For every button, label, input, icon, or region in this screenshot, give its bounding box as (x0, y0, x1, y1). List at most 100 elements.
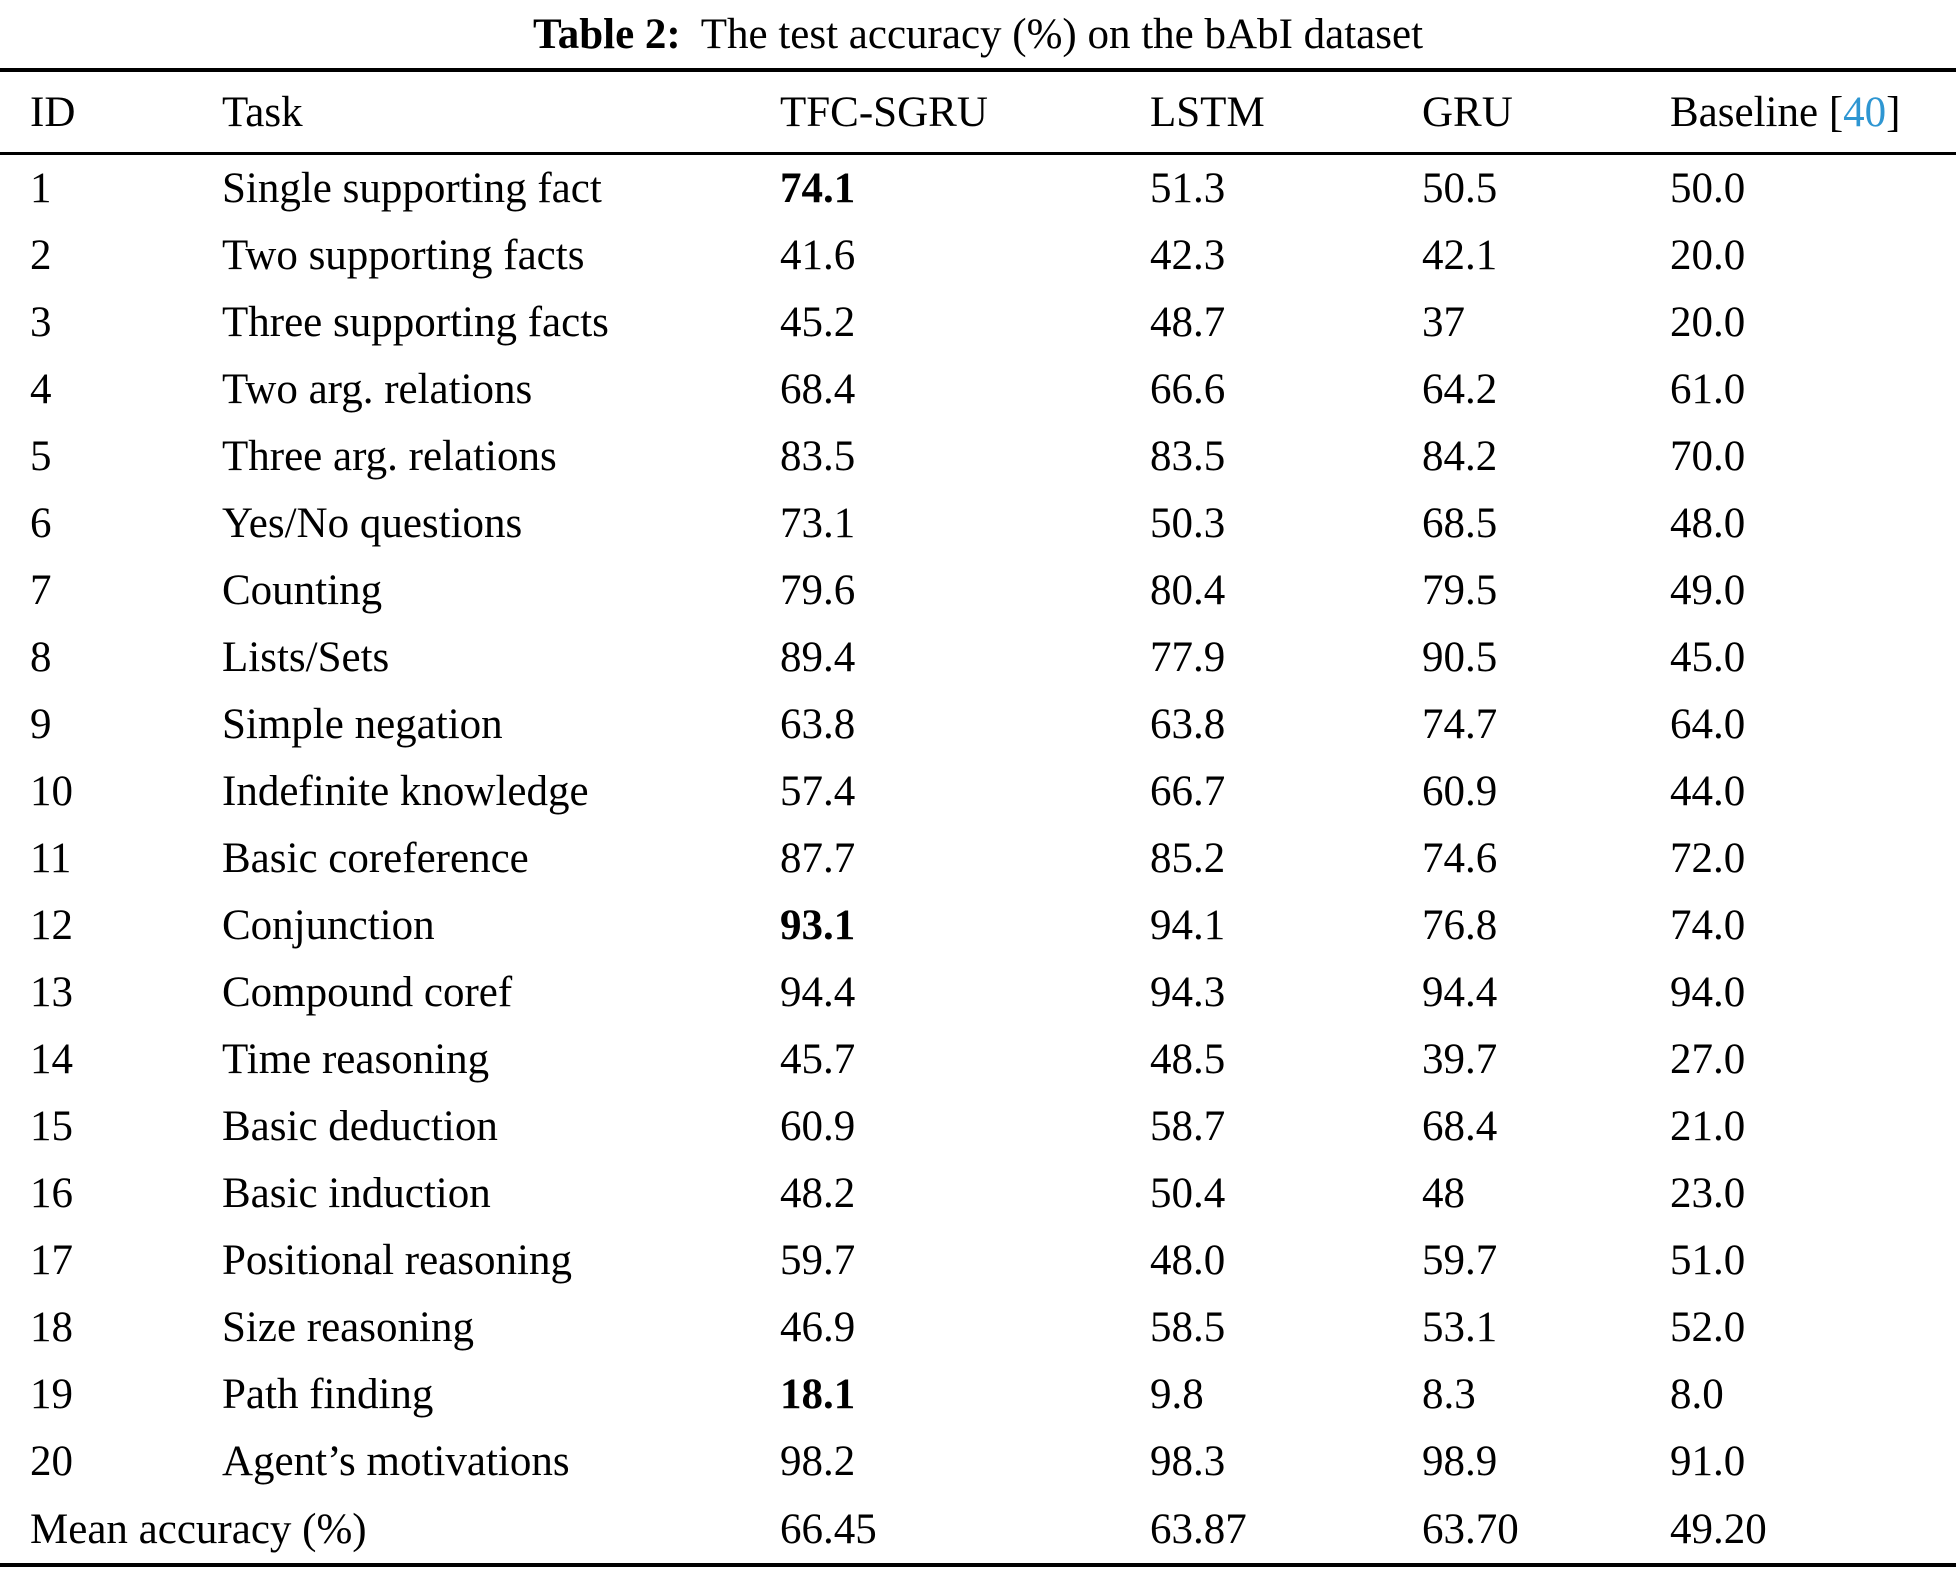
cell-id: 3 (30, 299, 52, 346)
cell-id: 7 (30, 567, 52, 614)
cell-lstm: 58.5 (1150, 1304, 1226, 1351)
cell-gru: 84.2 (1422, 433, 1498, 480)
cell-id: 9 (30, 701, 52, 748)
cell-gru: 48 (1422, 1170, 1465, 1217)
cell-id: 8 (30, 634, 52, 681)
cell-task: Single supporting fact (222, 165, 602, 212)
table-row: 15 Basic deduction 60.9 58.7 68.4 21.0 (0, 1093, 1956, 1160)
cell-id: 14 (30, 1036, 73, 1083)
mean-lstm: 63.87 (1150, 1505, 1247, 1553)
cell-id: 11 (30, 835, 72, 882)
table-row: 1 Single supporting fact 74.1 51.3 50.5 … (0, 154, 1956, 223)
table-row: 18 Size reasoning 46.9 58.5 53.1 52.0 (0, 1294, 1956, 1361)
cell-baseline: 64.0 (1670, 701, 1746, 748)
table-row: 6 Yes/No questions 73.1 50.3 68.5 48.0 (0, 490, 1956, 557)
table-row: 8 Lists/Sets 89.4 77.9 90.5 45.0 (0, 624, 1956, 691)
cell-baseline: 49.0 (1670, 567, 1746, 614)
cell-task: Indefinite knowledge (222, 768, 589, 815)
cell-tfc-sgru: 18.1 (780, 1371, 856, 1418)
cell-gru: 59.7 (1422, 1237, 1498, 1284)
table-row: 11 Basic coreference 87.7 85.2 74.6 72.0 (0, 825, 1956, 892)
cell-baseline: 27.0 (1670, 1036, 1746, 1083)
column-header-id: ID (0, 70, 192, 155)
cell-baseline: 70.0 (1670, 433, 1746, 480)
column-header-lstm: LSTM (1120, 70, 1392, 155)
cell-task: Basic deduction (222, 1103, 498, 1150)
cell-baseline: 48.0 (1670, 500, 1746, 547)
header-row: ID Task TFC-SGRU LSTM GRU Baseline [40] (0, 70, 1956, 155)
table-row: 19 Path finding 18.1 9.8 8.3 8.0 (0, 1361, 1956, 1428)
cell-baseline: 20.0 (1670, 299, 1746, 346)
cell-id: 10 (30, 768, 73, 815)
cell-baseline: 21.0 (1670, 1103, 1746, 1150)
cell-tfc-sgru: 83.5 (780, 433, 856, 480)
cell-id: 6 (30, 500, 52, 547)
cell-lstm: 48.7 (1150, 299, 1226, 346)
cell-lstm: 63.8 (1150, 701, 1226, 748)
cell-baseline: 23.0 (1670, 1170, 1746, 1217)
cell-task: Simple negation (222, 701, 503, 748)
results-table: ID Task TFC-SGRU LSTM GRU Baseline [40] … (0, 68, 1956, 1567)
cell-lstm: 85.2 (1150, 835, 1226, 882)
cell-lstm: 66.6 (1150, 366, 1226, 413)
cell-id: 20 (30, 1438, 73, 1485)
cell-tfc-sgru: 94.4 (780, 969, 856, 1016)
cell-task: Positional reasoning (222, 1237, 572, 1284)
cell-baseline: 20.0 (1670, 232, 1746, 279)
cell-tfc-sgru: 59.7 (780, 1237, 856, 1284)
citation-link[interactable]: 40 (1843, 88, 1887, 136)
cell-id: 1 (30, 165, 52, 212)
cell-gru: 79.5 (1422, 567, 1498, 614)
baseline-bracket-close: ] (1886, 88, 1901, 136)
mean-gru: 63.70 (1422, 1505, 1519, 1553)
table-row: 5 Three arg. relations 83.5 83.5 84.2 70… (0, 423, 1956, 490)
mean-baseline: 49.20 (1670, 1505, 1767, 1553)
caption-label: Table 2: (532, 10, 681, 58)
cell-tfc-sgru: 41.6 (780, 232, 856, 279)
cell-lstm: 50.4 (1150, 1170, 1226, 1217)
cell-tfc-sgru: 93.1 (780, 902, 856, 949)
cell-baseline: 50.0 (1670, 165, 1746, 212)
cell-id: 5 (30, 433, 52, 480)
cell-lstm: 94.3 (1150, 969, 1226, 1016)
cell-id: 15 (30, 1103, 73, 1150)
cell-id: 17 (30, 1237, 73, 1284)
cell-gru: 37 (1422, 299, 1465, 346)
cell-tfc-sgru: 73.1 (780, 500, 856, 547)
cell-tfc-sgru: 63.8 (780, 701, 856, 748)
cell-tfc-sgru: 68.4 (780, 366, 856, 413)
caption-text: The test accuracy (%) on the bAbI datase… (700, 10, 1424, 58)
cell-lstm: 50.3 (1150, 500, 1226, 547)
table-row: 14 Time reasoning 45.7 48.5 39.7 27.0 (0, 1026, 1956, 1093)
column-header-tfc-sgru: TFC-SGRU (750, 70, 1120, 155)
cell-id: 4 (30, 366, 52, 413)
cell-task: Compound coref (222, 969, 513, 1016)
cell-tfc-sgru: 87.7 (780, 835, 856, 882)
cell-baseline: 51.0 (1670, 1237, 1746, 1284)
cell-lstm: 98.3 (1150, 1438, 1226, 1485)
cell-task: Conjunction (222, 902, 435, 949)
cell-gru: 53.1 (1422, 1304, 1498, 1351)
cell-tfc-sgru: 45.2 (780, 299, 856, 346)
cell-tfc-sgru: 79.6 (780, 567, 856, 614)
cell-gru: 76.8 (1422, 902, 1498, 949)
table-row: 2 Two supporting facts 41.6 42.3 42.1 20… (0, 222, 1956, 289)
cell-baseline: 91.0 (1670, 1438, 1746, 1485)
cell-tfc-sgru: 98.2 (780, 1438, 856, 1485)
cell-task: Path finding (222, 1371, 434, 1418)
mean-tfc-sgru: 66.45 (780, 1505, 877, 1553)
table-body: 1 Single supporting fact 74.1 51.3 50.5 … (0, 154, 1956, 1496)
cell-task: Basic coreference (222, 835, 529, 882)
cell-gru: 98.9 (1422, 1438, 1498, 1485)
cell-task: Size reasoning (222, 1304, 474, 1351)
cell-gru: 74.6 (1422, 835, 1498, 882)
cell-gru: 94.4 (1422, 969, 1498, 1016)
cell-task: Two supporting facts (222, 232, 585, 279)
cell-gru: 68.5 (1422, 500, 1498, 547)
cell-task: Yes/No questions (222, 500, 523, 547)
table-row: 3 Three supporting facts 45.2 48.7 37 20… (0, 289, 1956, 356)
cell-lstm: 51.3 (1150, 165, 1226, 212)
cell-tfc-sgru: 74.1 (780, 165, 856, 212)
table-row: 10 Indefinite knowledge 57.4 66.7 60.9 4… (0, 758, 1956, 825)
cell-baseline: 8.0 (1670, 1371, 1724, 1418)
